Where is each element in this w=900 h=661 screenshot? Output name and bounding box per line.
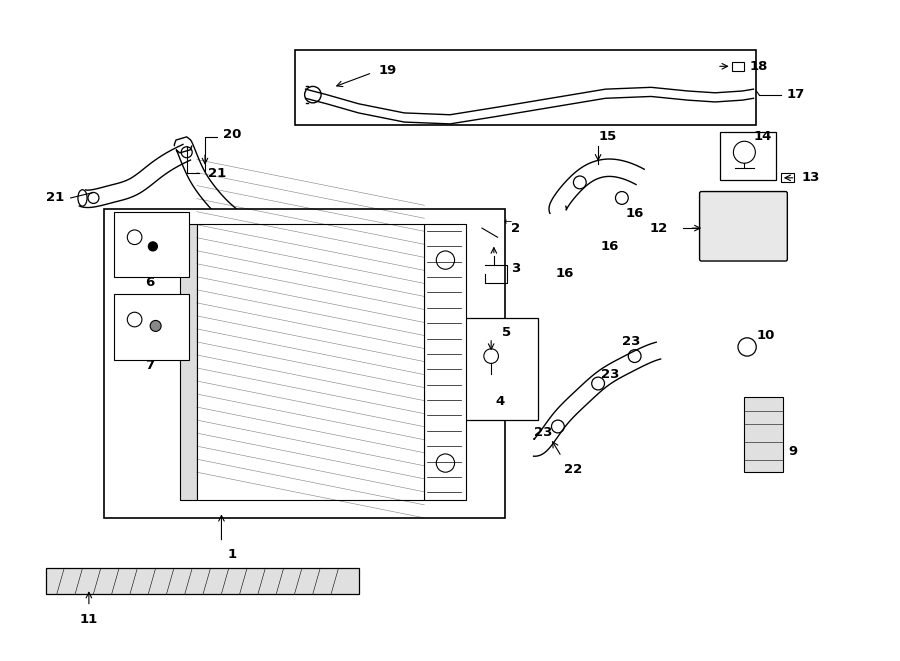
- Text: 16: 16: [555, 267, 573, 280]
- Text: 1: 1: [228, 548, 237, 561]
- Text: 2: 2: [511, 221, 520, 235]
- Bar: [457, 318, 538, 420]
- Bar: [113, 212, 188, 278]
- Circle shape: [150, 321, 161, 331]
- Text: 7: 7: [146, 359, 155, 371]
- Text: 16: 16: [626, 207, 644, 220]
- Text: 10: 10: [756, 329, 775, 342]
- Bar: [732, 61, 744, 71]
- Text: 23: 23: [534, 426, 553, 440]
- Bar: [197, 223, 425, 500]
- Bar: [180, 223, 197, 500]
- Text: 6: 6: [146, 276, 155, 290]
- Bar: [744, 397, 783, 472]
- Text: 12: 12: [649, 221, 668, 235]
- Circle shape: [148, 242, 157, 251]
- Text: 4: 4: [496, 395, 505, 408]
- Text: 22: 22: [564, 463, 582, 476]
- Text: 19: 19: [379, 64, 397, 77]
- Polygon shape: [278, 237, 439, 290]
- Text: 21: 21: [208, 167, 226, 180]
- Text: 23: 23: [601, 368, 619, 381]
- Text: 5: 5: [502, 326, 511, 339]
- Text: 20: 20: [223, 128, 241, 141]
- Text: 23: 23: [622, 335, 640, 348]
- Text: 16: 16: [601, 240, 619, 253]
- Text: 18: 18: [750, 59, 769, 73]
- Bar: [104, 209, 505, 518]
- Text: 17: 17: [787, 88, 805, 101]
- Bar: [781, 173, 794, 182]
- Text: 11: 11: [80, 613, 98, 626]
- Text: 21: 21: [46, 192, 64, 204]
- Text: 14: 14: [753, 130, 772, 143]
- Bar: [46, 568, 358, 594]
- Bar: [113, 294, 188, 360]
- FancyBboxPatch shape: [699, 192, 788, 261]
- Text: 8: 8: [327, 310, 336, 323]
- Text: 9: 9: [788, 445, 797, 457]
- Bar: [720, 132, 777, 180]
- Text: ←: ←: [503, 217, 511, 227]
- Text: 15: 15: [598, 130, 616, 143]
- Text: 13: 13: [802, 171, 820, 184]
- Text: 3: 3: [511, 262, 520, 275]
- Bar: [294, 50, 756, 125]
- Bar: [425, 223, 465, 500]
